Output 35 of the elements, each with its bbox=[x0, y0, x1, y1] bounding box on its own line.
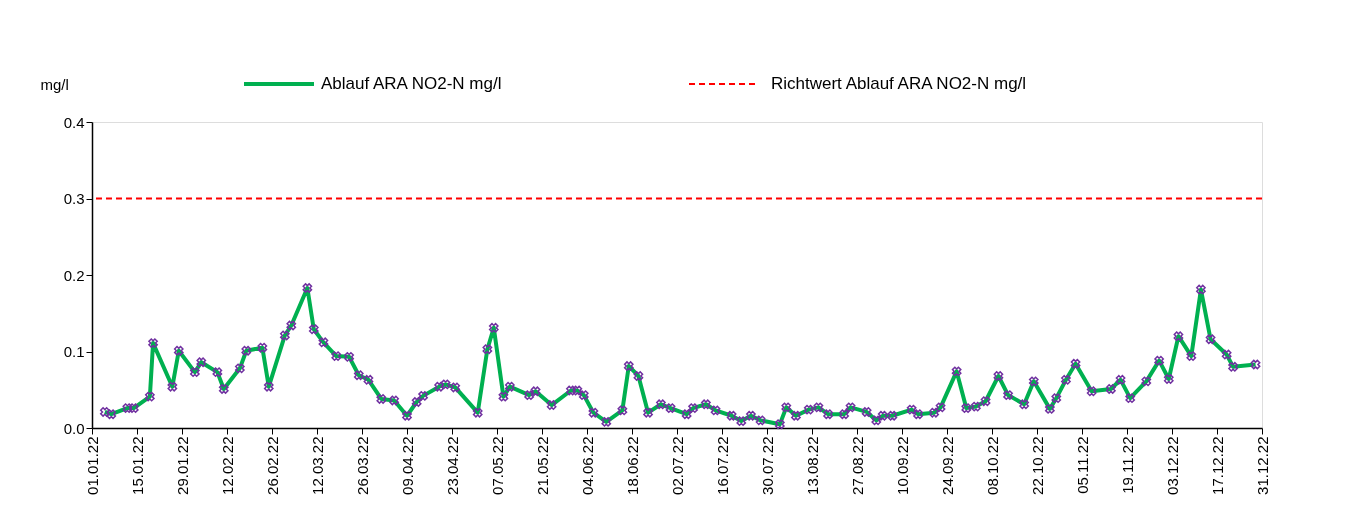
x-tick-label: 13.08.22 bbox=[803, 436, 821, 495]
y-axis-title: mg/l bbox=[40, 75, 69, 93]
x-tick-label: 29.01.22 bbox=[173, 436, 191, 495]
y-tick-label: 0.4 bbox=[63, 113, 85, 131]
x-tick-label: 07.05.22 bbox=[488, 436, 506, 495]
x-tick-label: 22.10.22 bbox=[1028, 436, 1046, 495]
legend-label: Ablauf ARA NO2-N mg/l bbox=[321, 74, 502, 93]
x-tick-label: 04.06.22 bbox=[578, 436, 596, 495]
x-tick-label: 01.01.22 bbox=[83, 436, 101, 495]
x-tick-label: 23.04.22 bbox=[443, 436, 461, 495]
x-tick-label: 10.09.22 bbox=[893, 436, 911, 495]
x-tick-label: 12.02.22 bbox=[218, 436, 236, 495]
x-tick-label: 12.03.22 bbox=[308, 436, 326, 495]
x-tick-label: 21.05.22 bbox=[533, 436, 551, 495]
y-tick-label: 0.3 bbox=[63, 190, 85, 207]
x-tick-label: 08.10.22 bbox=[983, 436, 1001, 495]
x-tick-label: 02.07.22 bbox=[668, 436, 686, 495]
x-tick-label: 15.01.22 bbox=[128, 436, 146, 495]
x-tick-label: 05.11.22 bbox=[1073, 436, 1091, 494]
x-tick-label: 31.12.22 bbox=[1253, 436, 1271, 495]
y-tick-label: 0.0 bbox=[63, 419, 85, 437]
x-tick-label: 24.09.22 bbox=[938, 436, 956, 495]
x-tick-label: 26.02.22 bbox=[263, 436, 281, 495]
x-tick-label: 30.07.22 bbox=[758, 436, 776, 495]
y-tick-label: 0.1 bbox=[63, 343, 85, 360]
legend-label: Richtwert Ablauf ARA NO2-N mg/l bbox=[771, 74, 1027, 93]
x-tick-label: 03.12.22 bbox=[1163, 436, 1181, 495]
x-tick-label: 18.06.22 bbox=[623, 436, 641, 495]
x-tick-label: 26.03.22 bbox=[353, 436, 371, 495]
x-tick-label: 09.04.22 bbox=[398, 436, 416, 495]
y-tick-label: 0.2 bbox=[63, 266, 85, 284]
x-tick-label: 19.11.22 bbox=[1118, 436, 1136, 494]
x-tick-label: 27.08.22 bbox=[848, 436, 866, 495]
x-tick-label: 17.12.22 bbox=[1208, 436, 1226, 495]
x-tick-label: 16.07.22 bbox=[713, 436, 731, 495]
